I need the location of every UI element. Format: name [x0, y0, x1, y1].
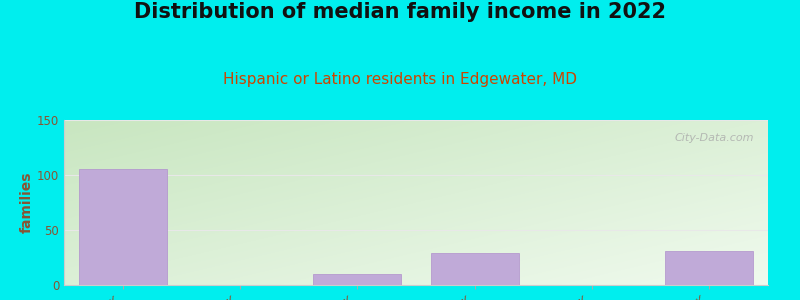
- Bar: [430, 253, 518, 285]
- Text: City-Data.com: City-Data.com: [674, 133, 754, 143]
- Bar: [314, 274, 402, 285]
- Text: Hispanic or Latino residents in Edgewater, MD: Hispanic or Latino residents in Edgewate…: [223, 72, 577, 87]
- Text: Distribution of median family income in 2022: Distribution of median family income in …: [134, 2, 666, 22]
- Y-axis label: families: families: [20, 172, 34, 233]
- Bar: [78, 169, 166, 285]
- Bar: [666, 251, 754, 285]
